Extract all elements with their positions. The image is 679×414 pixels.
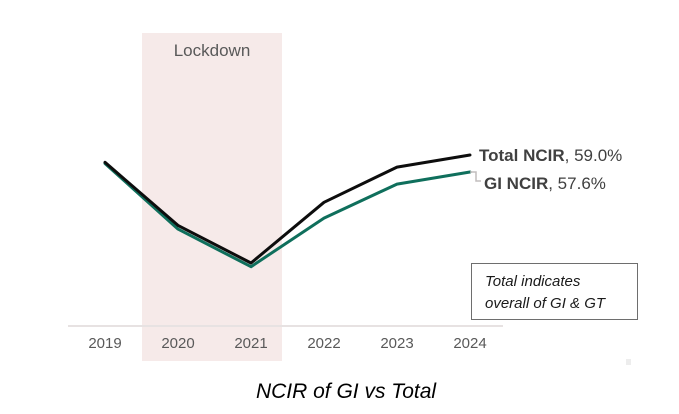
chart-title: NCIR of GI vs Total	[255, 380, 437, 403]
total-ncir-end-label: Total NCIR, 59.0%	[479, 146, 622, 166]
gi-ncir-end-label: GI NCIR, 57.6%	[484, 174, 606, 194]
total-ncir-value: , 59.0%	[564, 146, 623, 165]
gi-ncir-line	[103, 162, 472, 269]
smudge-artifact	[626, 359, 631, 365]
gi-label-leader-line	[470, 171, 481, 182]
lockdown-band-label: Lockdown	[173, 41, 251, 60]
total-ncir-line	[103, 153, 472, 265]
x-tick-2024: 2024	[453, 335, 487, 352]
x-tick-2021: 2021	[234, 335, 268, 352]
x-axis-line	[68, 325, 503, 327]
x-tick-2020: 2020	[161, 335, 195, 352]
annotation-note-box: Total indicates overall of GI & GT	[471, 263, 638, 320]
total-ncir-name: Total NCIR	[479, 146, 565, 165]
note-line-2: overall of GI & GT	[485, 295, 606, 312]
x-tick-2022: 2022	[307, 335, 341, 352]
lockdown-highlight-band	[142, 33, 282, 361]
x-tick-2019: 2019	[88, 335, 122, 352]
note-line-1: Total indicates	[485, 273, 581, 290]
gi-ncir-name: GI NCIR	[484, 174, 549, 193]
x-tick-2023: 2023	[380, 335, 414, 352]
gi-ncir-value: , 57.6%	[548, 174, 606, 193]
